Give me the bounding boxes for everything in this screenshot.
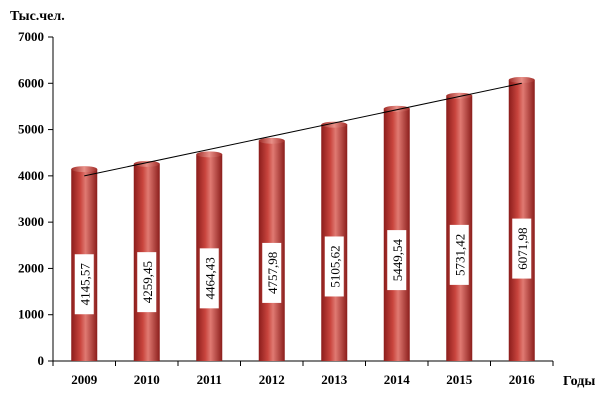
- data-label-box: [387, 230, 407, 291]
- y-tick-label: 5000: [18, 122, 44, 137]
- bar-cap: [383, 105, 410, 112]
- bar-cap: [71, 166, 98, 173]
- y-axis: 0 1000 2000 3000 4000 5000 6000 7000: [18, 29, 54, 368]
- data-label: 5105,62: [327, 245, 342, 287]
- x-tick-label: 2015: [446, 372, 473, 387]
- bar-cap: [508, 76, 535, 83]
- x-tick-label: 2009: [71, 372, 98, 387]
- y-tick-label: 1000: [18, 307, 44, 322]
- y-tick-label: 2000: [18, 260, 44, 275]
- y-tick-label: 3000: [18, 214, 44, 229]
- data-label: 4259,45: [140, 261, 155, 303]
- bar-cap: [196, 151, 223, 158]
- y-tick-label: 0: [38, 353, 45, 368]
- y-tick-label: 7000: [18, 29, 44, 44]
- data-label: 6071,98: [515, 227, 530, 269]
- trend-line: [84, 82, 522, 177]
- data-label: 5449,54: [390, 238, 405, 281]
- data-label-box: [199, 248, 219, 309]
- data-label-box: [137, 252, 157, 313]
- bar-cap: [133, 160, 160, 167]
- bar-cap: [446, 92, 473, 99]
- x-axis-title: Годы: [563, 374, 595, 389]
- data-label: 4464,43: [202, 257, 217, 299]
- bars: [71, 76, 535, 361]
- x-tick-label: 2010: [134, 372, 160, 387]
- data-label: 4757,98: [265, 252, 280, 294]
- x-tick-label: 2012: [259, 372, 285, 387]
- x-tick-label: 2014: [384, 372, 411, 387]
- data-labels: 4145,57 4259,45 4464,43 4757,98 5105,62 5449,…: [74, 218, 532, 315]
- y-tick-label: 4000: [18, 168, 44, 183]
- y-tick-label: 6000: [18, 75, 44, 90]
- x-tick-label: 2016: [509, 372, 536, 387]
- x-tick-label: 2011: [197, 372, 222, 387]
- data-label-box: [262, 242, 282, 303]
- data-label: 4145,57: [77, 263, 92, 306]
- bar-cap: [258, 137, 285, 144]
- data-label: 5731,42: [452, 234, 467, 276]
- bar-cap: [321, 121, 348, 128]
- data-label-box: [324, 236, 344, 297]
- data-label-box: [74, 254, 94, 315]
- data-label-box: [449, 224, 469, 285]
- y-axis-title: Тыс.чел.: [10, 9, 65, 24]
- x-axis: 2009 2010 2011 2012 2013 2014 2015 2016: [52, 360, 554, 387]
- x-tick-label: 2013: [321, 372, 348, 387]
- data-label-box: [512, 218, 532, 279]
